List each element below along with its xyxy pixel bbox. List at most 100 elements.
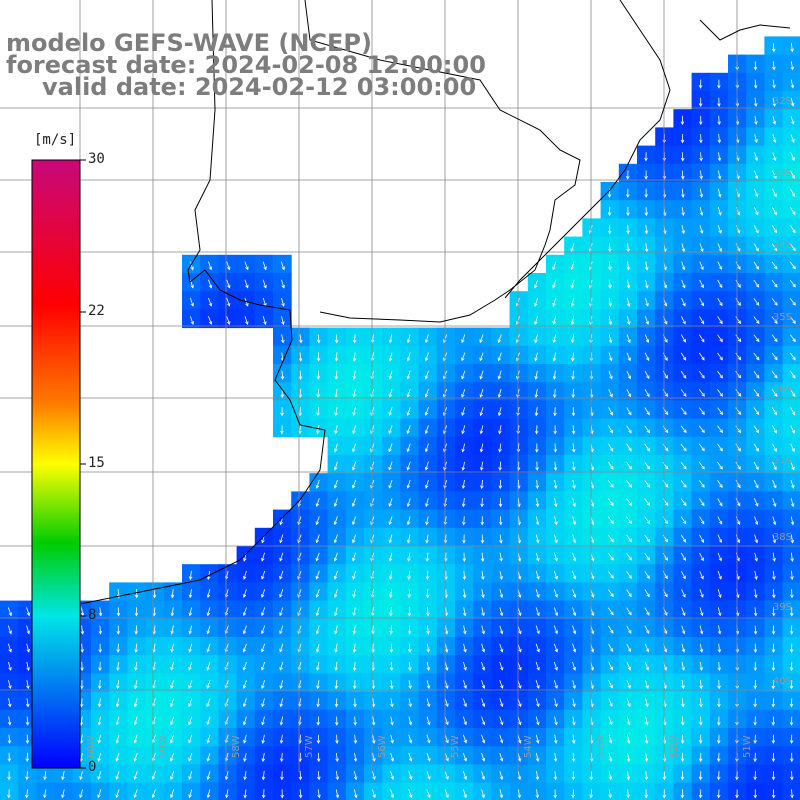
wind-arrow-head <box>646 393 650 398</box>
wind-arrow <box>535 407 538 416</box>
wind-arrow-head <box>425 594 430 599</box>
wind-arrow <box>771 425 777 434</box>
wind-arrow-head <box>571 448 576 453</box>
wind-arrow <box>608 407 613 416</box>
wind-arrow-head <box>280 339 285 344</box>
wind-arrow <box>261 680 265 689</box>
wind-arrow <box>554 771 557 780</box>
wind-arrow <box>226 789 229 798</box>
colorbar <box>31 159 81 769</box>
wind-arrow <box>680 425 687 433</box>
wind-arrow-head <box>261 739 265 744</box>
wind-arrow-head <box>701 484 705 488</box>
wind-arrow <box>189 607 192 616</box>
wind-arrow <box>753 461 759 470</box>
wind-arrow <box>681 661 685 671</box>
wind-arrow-head <box>134 667 138 672</box>
wind-arrow <box>81 643 83 653</box>
wind-arrow-head <box>755 484 759 489</box>
wind-arrow <box>499 589 503 598</box>
wind-arrow <box>572 607 576 616</box>
wind-arrow-head <box>500 703 504 708</box>
wind-arrow-head <box>609 721 613 726</box>
wind-arrow <box>535 716 539 725</box>
wind-arrow-head <box>61 776 65 781</box>
wind-arrow-head <box>352 667 357 672</box>
wind-arrow <box>188 752 193 762</box>
wind-arrow-head <box>390 721 394 726</box>
wind-arrow-head <box>97 794 101 799</box>
wind-arrow-head <box>406 357 411 362</box>
wind-arrow-head <box>463 794 467 799</box>
wind-arrow-head <box>499 594 504 599</box>
wind-arrow-head <box>298 776 303 781</box>
wind-arrow-head <box>735 103 740 107</box>
wind-arrow <box>317 716 319 725</box>
wind-arrow <box>80 771 83 780</box>
wind-arrow-head <box>316 376 321 380</box>
wind-arrow-head <box>190 266 194 271</box>
wind-arrow <box>390 734 394 744</box>
wind-arrow <box>754 188 758 197</box>
wind-arrow-head <box>610 520 614 525</box>
wind-arrow <box>717 297 723 306</box>
wind-arrow-head <box>572 648 577 653</box>
wind-arrow <box>608 716 613 725</box>
wind-arrow <box>481 734 485 743</box>
wind-arrow-head <box>717 722 721 726</box>
wind-arrow-head <box>699 212 704 216</box>
wind-arrow-head <box>553 449 558 453</box>
wind-arrow <box>153 643 156 653</box>
wind-arrow <box>753 206 759 215</box>
wind-arrow-head <box>698 776 703 781</box>
wind-arrow <box>754 570 757 580</box>
lon-label: 60W <box>86 735 97 758</box>
wind-arrow <box>517 771 521 780</box>
wind-arrow <box>425 461 429 470</box>
wind-arrow-head <box>681 648 686 653</box>
wind-arrow-head <box>334 648 338 653</box>
wind-arrow-head <box>719 302 723 307</box>
wind-arrow-head <box>756 374 760 379</box>
wind-arrow-head <box>390 703 394 708</box>
wind-arrow <box>608 388 613 397</box>
wind-arrow-head <box>245 284 249 289</box>
wind-arrow-head <box>607 194 612 198</box>
wind-arrow <box>571 297 575 307</box>
wind-arrow-head <box>552 303 556 307</box>
wind-arrow-head <box>190 321 194 325</box>
wind-arrow <box>572 534 576 543</box>
wind-arrow-head <box>646 612 650 616</box>
wind-arrow-head <box>665 465 669 470</box>
wind-arrow <box>372 771 376 780</box>
wind-arrow-head <box>535 794 540 799</box>
wind-arrow <box>463 789 467 798</box>
wind-arrow-head <box>572 485 576 490</box>
wind-arrow <box>626 607 632 616</box>
wind-arrow-head <box>698 121 703 126</box>
wind-arrow-head <box>644 758 649 763</box>
wind-arrow-head <box>608 758 613 762</box>
wind-arrow-head <box>664 612 668 616</box>
wind-arrow-head <box>536 721 540 726</box>
wind-arrow-head <box>426 612 430 617</box>
wind-arrow-head <box>352 339 357 344</box>
wind-arrow-head <box>570 266 574 271</box>
lat-label: 32S <box>772 96 792 107</box>
wind-arrow-head <box>334 722 339 726</box>
wind-arrow-head <box>406 448 410 453</box>
wind-arrow-head <box>699 175 703 180</box>
wind-arrow <box>499 643 503 652</box>
wind-arrow-head <box>554 612 558 617</box>
wind-arrow <box>771 261 778 270</box>
wind-arrow-head <box>7 703 12 708</box>
wind-arrow-head <box>628 447 632 452</box>
wind-arrow-head <box>170 757 174 762</box>
wind-arrow-head <box>279 648 283 653</box>
wind-arrow <box>572 589 576 598</box>
wind-arrow-head <box>445 721 449 726</box>
wind-arrow <box>98 716 101 725</box>
wind-arrow <box>480 370 484 379</box>
wind-arrow <box>627 261 629 270</box>
wind-arrow-head <box>188 648 192 653</box>
